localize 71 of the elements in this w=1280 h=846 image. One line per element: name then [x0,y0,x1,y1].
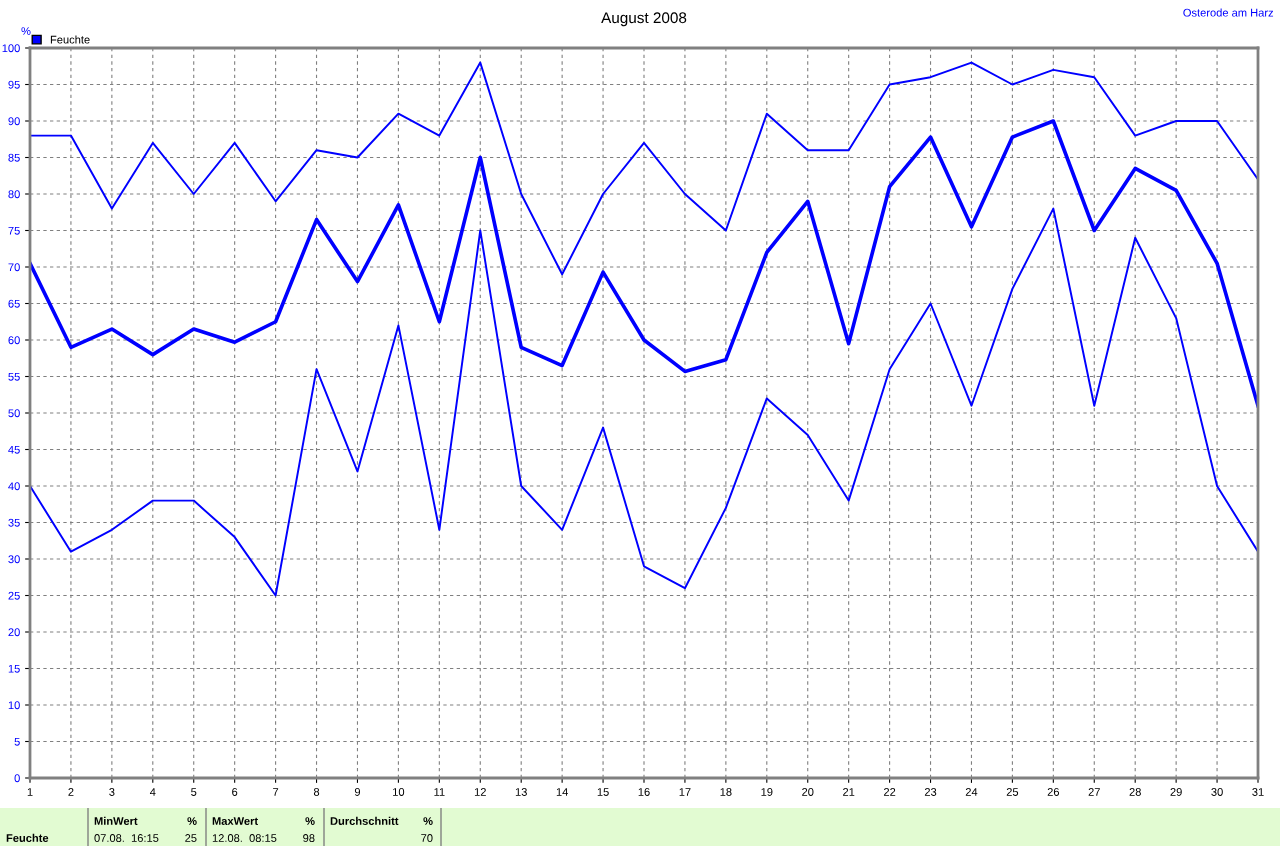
x-tick-label: 26 [1047,788,1060,796]
text: MaxWert [212,817,258,825]
y-tick-label: 15 [8,664,20,673]
x-tick-label: 20 [802,788,814,796]
x-tick-label: 15 [597,788,609,796]
x-tick-label: 22 [883,788,896,796]
x-tick-label: 7 [273,788,279,796]
x-tick-label: 19 [761,788,773,796]
text: MinWert [94,816,138,825]
y-tick-label: 90 [8,117,20,126]
text: 12.08. 08:15 [212,834,277,842]
y-tick-label: 100 [2,44,20,53]
x-tick-label: 23 [924,788,937,796]
y-tick-label: 70 [8,263,20,272]
x-tick-label: 29 [1170,788,1182,796]
text: % [305,817,315,825]
x-tick-label: 28 [1129,788,1141,796]
x-tick-label: 9 [354,788,361,796]
x-tick-label: 2 [68,788,74,796]
x-tick-label: 17 [679,788,691,796]
text: 70 [421,834,433,842]
x-tick-label: 4 [149,788,156,796]
y-tick-label: 80 [8,190,20,199]
x-tick-label: 16 [638,788,650,796]
y-tick-label: 20 [8,628,20,637]
x-tick-label: 1 [27,788,33,796]
x-tick-label: 13 [515,788,527,796]
x-tick-label: 21 [843,788,855,796]
x-tick-label: 11 [434,788,445,796]
legend-label: Feuchte [50,35,90,44]
y-axis-title: % [21,27,31,35]
chart-subtitle: Osterode am Harz [1183,8,1274,17]
y-tick-label: 55 [8,372,20,381]
y-tick-label: 10 [8,701,20,710]
y-tick-label: 5 [14,737,20,746]
x-tick-label: 5 [191,788,197,796]
y-tick-label: 30 [8,555,20,564]
y-tick-label: 0 [14,774,20,783]
x-tick-label: 8 [313,788,320,796]
x-tick-label: 27 [1088,788,1100,796]
x-tick-label: 14 [556,788,568,796]
x-tick-label: 10 [393,788,405,796]
line-series [30,61,1258,276]
x-tick-label: 18 [720,788,732,796]
line-series [30,119,1258,408]
text: 25 [185,834,197,842]
y-tick-label: 60 [8,336,20,345]
y-tick-label: 35 [8,518,20,527]
y-tick-label: 40 [8,482,20,491]
x-tick-label: 24 [965,788,978,796]
text: Feuchte [6,833,49,842]
y-tick-label: 65 [8,299,20,308]
y-tick-label: 95 [8,80,20,89]
x-tick-label: 3 [109,788,115,796]
text: 07.08. 16:15 [94,834,159,842]
text: % [423,817,433,825]
x-tick-label: 31 [1252,788,1264,796]
y-tick-label: 50 [8,409,20,418]
y-tick-label: 85 [8,153,20,162]
line-series [30,207,1258,597]
text: % [187,817,197,825]
y-tick-label: 45 [8,445,20,454]
x-tick-label: 30 [1211,788,1223,796]
text: 98 [303,834,315,842]
chart-title: August 2008 [601,12,687,27]
x-tick-label: 12 [474,788,486,796]
y-tick-label: 75 [8,226,20,235]
x-tick-label: 25 [1006,788,1019,796]
y-tick-label: 25 [8,591,20,600]
x-tick-label: 6 [232,788,238,796]
text: Durchschnitt [330,816,399,825]
